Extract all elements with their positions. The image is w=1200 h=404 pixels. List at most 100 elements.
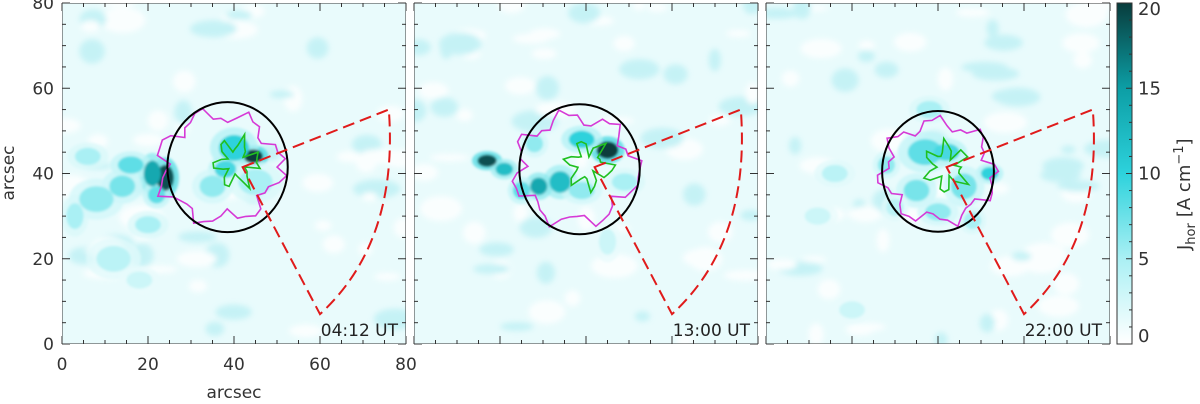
texture-cell (1073, 52, 1093, 69)
texture-cell (663, 64, 688, 85)
texture-cell (531, 48, 557, 60)
sector-wedge (593, 108, 743, 316)
blob-core (950, 173, 977, 200)
y-tick-label: 40 (32, 165, 54, 185)
blob-core (821, 164, 848, 183)
panel-1-ticks (61, 2, 407, 345)
texture-cell (79, 39, 105, 64)
panel-2-ticks (413, 2, 759, 345)
texture-cell (188, 279, 208, 293)
blob-core (219, 135, 249, 161)
texture-cell (456, 108, 473, 122)
blob-core (79, 186, 114, 213)
colorbar-title-unit-close: ] (1174, 138, 1195, 145)
texture-cell (414, 39, 431, 56)
colorbar: Jhor [A cm−1] 0 5 10 15 20 (1116, 0, 1199, 347)
texture-cell (269, 90, 295, 99)
x-tick-label: 80 (395, 355, 417, 375)
blob-core (530, 177, 548, 195)
texture-cell (226, 10, 252, 20)
blob-core (477, 154, 497, 167)
colorbar-title-unit-sup: −1 (1172, 145, 1187, 164)
texture-cell (893, 32, 927, 52)
texture-cell (800, 38, 842, 59)
texture-cell (788, 136, 802, 155)
texture-cell (99, 7, 146, 33)
magenta-contour (511, 109, 643, 228)
texture-cell (955, 8, 990, 17)
sector-wedge (945, 108, 1095, 316)
texture-cell (314, 220, 332, 231)
texture-cell (147, 110, 169, 131)
texture-cell (983, 111, 1028, 133)
blob-core (135, 216, 161, 234)
texture-cell (373, 308, 406, 330)
texture-cell (513, 203, 528, 223)
texture-cell (1011, 251, 1032, 261)
texture-cell (743, 3, 758, 15)
texture-cell (972, 67, 1020, 81)
colorbar-title-sub: hor (1184, 222, 1199, 244)
x-tick-label: 20 (137, 355, 159, 375)
texture-cell (876, 228, 890, 253)
blob-core (495, 162, 513, 176)
texture-cell (472, 264, 510, 274)
x-tick-label: 60 (309, 355, 331, 375)
y-tick-label: 80 (32, 0, 54, 14)
blob-core (549, 171, 571, 193)
texture-cell (984, 34, 1023, 51)
texture-cell (991, 88, 1040, 105)
texture-cell (1062, 33, 1100, 53)
texture-cell (500, 322, 534, 331)
sector-wedge (241, 108, 391, 316)
texture-cell (101, 3, 136, 8)
blob-core (199, 175, 226, 198)
texture-cell (568, 3, 601, 24)
texture-cell (676, 333, 693, 344)
colorbar-tick-label: 5 (1138, 249, 1149, 270)
texture-cell (215, 304, 252, 320)
colorbar-title: Jhor [A cm−1] (1172, 138, 1199, 251)
x-tick-label: 0 (57, 355, 68, 375)
texture-cell (535, 75, 560, 101)
texture-cell (575, 150, 588, 169)
texture-cell (497, 3, 526, 14)
texture-cell (419, 196, 463, 222)
blob-core (596, 141, 619, 159)
blob-core (933, 143, 960, 161)
background-texture (414, 3, 758, 344)
texture-cell (463, 221, 486, 244)
blob-core (611, 173, 638, 191)
texture-cell (766, 7, 800, 19)
texture-cell (1061, 145, 1076, 154)
blob-core (839, 301, 865, 319)
texture-cell (808, 323, 824, 344)
texture-cell (393, 217, 406, 238)
panel-2: 13:00 UT (414, 3, 758, 344)
texture-cell (619, 59, 660, 80)
texture-cell (205, 321, 225, 337)
texture-cell (374, 272, 401, 281)
texture-cell (528, 300, 566, 324)
axes-group: 0 20 40 60 80 0 20 40 60 80 (32, 0, 1111, 375)
texture-cell (1021, 242, 1067, 268)
panel-time-label: 04:12 UT (321, 321, 399, 341)
panel-3-ticks (765, 2, 1111, 345)
texture-cell (683, 183, 706, 206)
texture-cell (640, 127, 684, 149)
texture-cell (564, 290, 581, 307)
panels-group: 04:12 UT 13:00 UT 22:00 UT (62, 3, 1110, 344)
texture-cell (740, 209, 758, 221)
blob-core (96, 245, 131, 272)
texture-cell (934, 332, 948, 344)
texture-cell (322, 235, 345, 254)
panel-time-label: 22:00 UT (1025, 321, 1103, 341)
texture-cell (845, 210, 863, 218)
texture-cell (173, 70, 196, 93)
colorbar-title-main: J (1174, 245, 1195, 251)
reference-circle (518, 103, 641, 236)
colorbar-tick-label: 0 (1138, 326, 1149, 347)
texture-cell (990, 256, 1030, 277)
texture-cell (726, 29, 751, 38)
texture-cell (646, 3, 668, 12)
